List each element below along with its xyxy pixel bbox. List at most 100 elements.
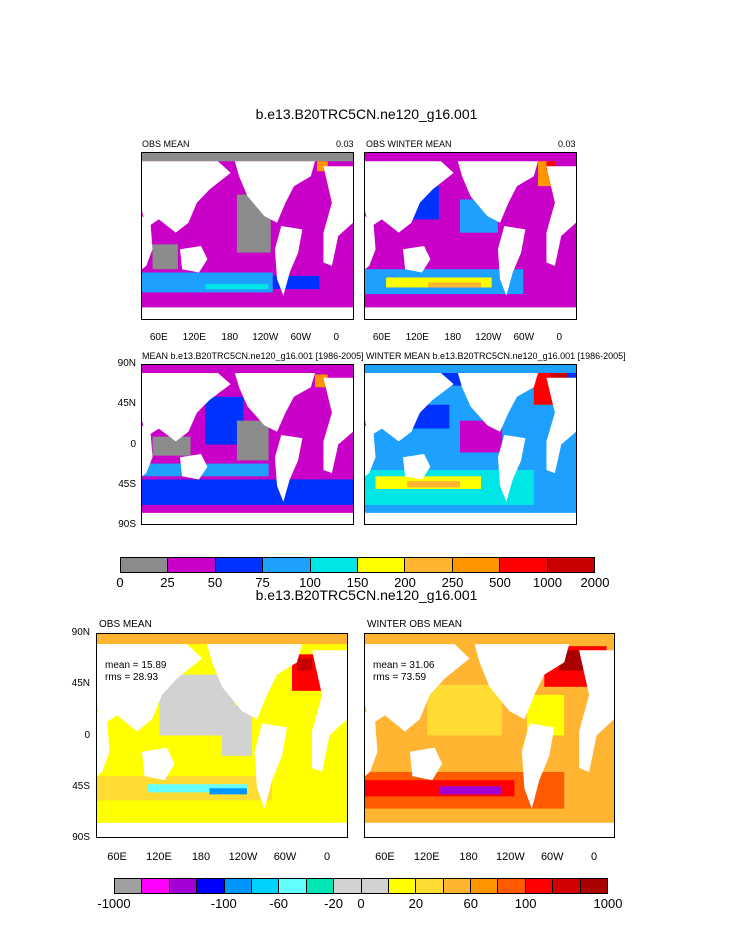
y-tick-label: 45N — [71, 678, 90, 690]
y-tick-label: 45N — [117, 398, 136, 410]
land-asia — [365, 644, 470, 732]
x-axis-ticks: 60E 120E 180 120W 60W 0 — [96, 851, 348, 865]
land-asia — [142, 161, 231, 233]
colorbar-2 — [114, 878, 608, 894]
colorbar-label: 20 — [408, 896, 424, 911]
y-tick-label: 0 — [84, 729, 90, 741]
x-axis-ticks: 60E 120E 180 120W 60W 0 — [364, 851, 615, 865]
land-sam — [497, 434, 526, 502]
colorbar-swatch — [553, 879, 581, 893]
ocean-value-region — [142, 272, 273, 293]
colorbar-swatch — [334, 879, 362, 893]
colorbar-label: 100 — [514, 896, 537, 911]
map-plot — [365, 634, 614, 837]
x-tick-label: 0 — [591, 851, 598, 863]
x-axis-ticks: 60E 120E 180 120W 60W 0 — [141, 332, 354, 346]
x-tick-label: 120E — [413, 851, 440, 863]
x-tick-label: 60E — [107, 851, 127, 863]
x-tick-label: 180 — [221, 332, 239, 343]
land-aus — [402, 454, 431, 480]
land-antarctica — [365, 822, 614, 837]
panel-title-model-mean: MEAN b.e13.B20TRC5CN.ne120_g16.001 [1986… — [142, 351, 364, 361]
land-eur — [312, 650, 347, 773]
colorbar-swatch — [452, 558, 501, 572]
colorbar-label: 50 — [207, 575, 223, 590]
x-tick-label: 60W — [273, 851, 297, 863]
land-asia — [142, 372, 231, 442]
land-africa — [142, 425, 153, 477]
map-plot — [142, 153, 353, 319]
ocean-value-region — [152, 244, 178, 270]
land-aus — [142, 747, 175, 781]
mean-stat: mean = 15.89 — [105, 660, 167, 671]
y-tick-label: 45S — [118, 478, 136, 490]
colorbar-swatch — [121, 558, 169, 572]
ocean-value-region — [209, 788, 247, 795]
ocean-value-region — [142, 479, 353, 505]
colorbar-swatch — [251, 879, 280, 893]
map-panel-model-winter-mean — [364, 364, 577, 525]
panel-title-obs-mean-2: OBS MEAN — [99, 619, 152, 630]
map-panel-model-mean — [141, 364, 354, 525]
land-sam — [274, 226, 303, 296]
land-nam — [457, 372, 539, 432]
land-africa — [365, 216, 376, 270]
panel-title-obs-winter-mean: OBS WINTER MEAN — [366, 139, 452, 149]
land-eur — [546, 166, 576, 266]
land-eur — [323, 166, 353, 266]
colorbar-swatch — [169, 879, 198, 893]
colorbar-label: 200 — [394, 575, 416, 590]
colorbar-label: -20 — [324, 896, 343, 911]
colorbar-2-labels: -1000 -100 -60 -20 0 20 60 100 1000 — [97, 896, 622, 912]
y-tick-label: 0 — [130, 438, 136, 450]
map-panel-winter-obs-mean-diff: mean = 31.06 rms = 73.59 — [364, 633, 615, 838]
colorbar-label: 250 — [441, 575, 464, 590]
colorbar-swatch — [306, 879, 335, 893]
ocean-value-region — [439, 786, 502, 795]
colorbar-swatch — [580, 879, 608, 893]
y-tick-label: 90N — [117, 358, 136, 369]
colorbar-swatch — [547, 558, 595, 572]
land-nam — [474, 644, 570, 720]
colorbar-swatch — [263, 558, 311, 572]
x-tick-label: 180 — [191, 851, 211, 863]
colorbar-label: 2000 — [580, 575, 610, 590]
ocean-value-region — [97, 634, 347, 645]
colorbar-label: 0 — [116, 575, 124, 590]
x-tick-label: 120W — [252, 332, 279, 343]
x-tick-label: 60W — [513, 332, 535, 343]
y-tick-label: 45S — [72, 780, 90, 792]
ocean-value-region — [142, 153, 353, 162]
colorbar-label: -60 — [269, 896, 289, 911]
colorbar-swatch — [197, 879, 225, 893]
colorbar-swatch — [388, 879, 417, 893]
land-aus — [409, 747, 443, 781]
colorbar-swatch — [361, 879, 389, 893]
x-tick-label: 120E — [405, 332, 429, 343]
land-nam — [207, 644, 302, 720]
land-africa — [97, 711, 110, 777]
x-tick-label: 120W — [496, 851, 525, 863]
colorbar-label: -1000 — [97, 896, 131, 911]
x-tick-label: 120W — [228, 851, 258, 863]
land-sam — [274, 434, 303, 502]
colorbar-label: 1000 — [533, 575, 562, 590]
ocean-value-region — [317, 161, 328, 172]
ocean-value-region — [428, 282, 482, 288]
colorbar-label: 75 — [255, 575, 270, 590]
land-antarctica — [365, 307, 576, 319]
land-africa — [365, 425, 376, 477]
land-asia — [365, 161, 454, 233]
figure-title-1: b.e13.B20TRC5CN.ne120_g16.001 — [255, 106, 478, 122]
colorbar-swatch — [224, 879, 252, 893]
land-eur — [546, 377, 576, 474]
land-aus — [402, 245, 431, 273]
land-antarctica — [365, 512, 576, 524]
land-africa — [142, 216, 153, 270]
land-sam — [521, 723, 555, 809]
mean-stat: mean = 31.06 — [373, 660, 435, 671]
x-tick-label: 60E — [149, 332, 168, 343]
colorbar-swatch — [525, 879, 554, 893]
ocean-value-region — [147, 784, 247, 793]
map-plot — [142, 365, 353, 524]
